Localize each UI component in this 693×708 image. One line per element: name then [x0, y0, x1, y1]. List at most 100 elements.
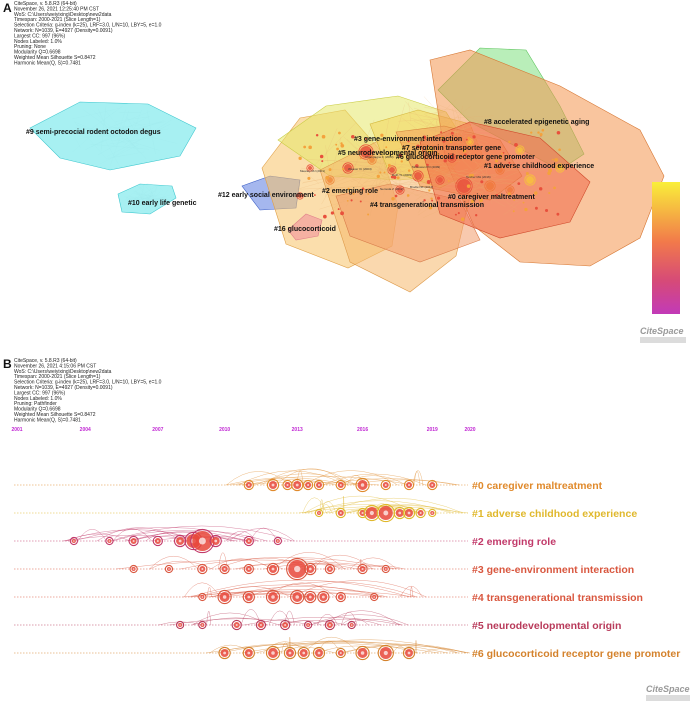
network-node — [298, 156, 302, 160]
network-node — [437, 177, 443, 183]
network-link — [74, 127, 119, 131]
network-link — [442, 148, 493, 170]
network-node-ring — [306, 164, 314, 172]
network-link — [475, 169, 543, 171]
timeline-node-ring — [197, 563, 208, 575]
network-node — [521, 155, 524, 157]
timeline-node-ring — [428, 508, 437, 518]
panel-a: A CiteSpace, v. 5.8.R3 (64-bit)November … — [3, 1, 686, 343]
network-node — [508, 161, 511, 164]
network-node — [436, 152, 440, 156]
network-node — [525, 171, 529, 175]
network-node — [537, 131, 540, 134]
network-link — [97, 108, 115, 146]
network-node — [447, 180, 450, 182]
network-link — [123, 128, 169, 136]
timeline-node-ring — [403, 479, 415, 491]
network-link — [72, 135, 92, 153]
network-link — [410, 117, 439, 128]
network-node — [553, 186, 556, 190]
network-node — [344, 164, 352, 172]
year-tick-label: 2007 — [152, 427, 163, 433]
timeline-node-ring — [218, 646, 231, 660]
network-node — [397, 187, 403, 193]
timeline-node-core — [350, 624, 353, 626]
timeline-arc — [96, 527, 182, 542]
panel-a-header-line: Modularity Q=0.6698 — [14, 50, 61, 56]
node-label: Meaney MJ (2001) — [300, 169, 325, 173]
network-node — [530, 131, 533, 134]
network-link — [489, 178, 520, 181]
timeline-arc — [310, 614, 409, 626]
node-label: McGowan PO (2009) — [412, 165, 440, 169]
network-link — [452, 103, 465, 132]
network-link — [89, 143, 149, 150]
timeline-arc — [239, 564, 284, 570]
node-label: Nemoda Z (2012) — [380, 187, 404, 191]
timeline-node-ring — [370, 592, 379, 602]
network-link — [384, 167, 387, 173]
cluster-label-16: #16 glucocorticoid — [274, 226, 336, 233]
timeline-node-core — [339, 483, 342, 487]
network-node — [442, 139, 446, 143]
timeline-node-ring — [279, 619, 291, 631]
timeline-node-core — [361, 567, 364, 571]
network-node — [390, 175, 394, 179]
network-node — [426, 180, 431, 184]
network-link — [413, 107, 477, 129]
network-link — [423, 130, 449, 147]
network-link — [144, 190, 153, 211]
network-link — [468, 154, 490, 158]
network-link — [127, 117, 138, 136]
network-link — [437, 119, 448, 127]
network-link — [413, 121, 450, 138]
panel-a-header-line: Weighted Mean Silhouette S=0.8472 — [14, 55, 96, 61]
timeline-node-core — [361, 511, 364, 515]
timeline-arc — [194, 584, 383, 598]
timeline-cluster-label: #3 gene-environment interaction — [472, 564, 634, 576]
network-link — [138, 192, 145, 206]
network-link — [327, 194, 394, 207]
network-node — [308, 166, 312, 170]
network-link — [120, 133, 128, 135]
timeline-node-ring — [173, 534, 187, 548]
network-link — [119, 121, 166, 133]
network-node-ring — [555, 163, 565, 173]
timeline-node-ring — [335, 591, 346, 603]
network-node — [457, 179, 471, 193]
logo-shadow-a — [640, 337, 686, 343]
network-node — [336, 147, 339, 151]
network-link — [458, 105, 463, 132]
network-link — [425, 99, 457, 128]
timeline-arc — [246, 479, 336, 486]
network-link — [108, 137, 155, 145]
network-link — [94, 111, 150, 134]
timeline-node-core — [73, 540, 75, 542]
timeline-arc — [243, 617, 402, 626]
timeline-cluster-label: #5 neurodevelopmental origin — [472, 620, 621, 632]
network-link — [354, 170, 422, 179]
network-link — [107, 151, 145, 159]
network-link — [144, 200, 160, 210]
timeline-arc — [228, 528, 295, 542]
cluster-label-6: #6 glucocorticoid receptor gene promoter — [396, 154, 535, 161]
network-link — [309, 122, 357, 171]
network-link — [148, 194, 152, 197]
network-link — [145, 198, 170, 204]
network-node — [539, 132, 543, 137]
network-link — [470, 136, 497, 158]
network-link — [471, 168, 525, 192]
timeline-node-core — [178, 539, 182, 543]
network-link — [436, 107, 441, 129]
timeline-node-core — [295, 595, 299, 599]
network-node — [495, 193, 498, 197]
timeline-node-ring — [377, 644, 394, 662]
timeline-node-ring — [175, 620, 185, 630]
timeline-node-core — [271, 483, 275, 487]
cluster-label-5: #5 neurodevelopmental origin — [338, 150, 438, 157]
network-link — [121, 129, 178, 144]
timeline-arc — [260, 468, 357, 486]
network-node — [428, 189, 431, 192]
network-link — [424, 107, 460, 111]
timeline-cluster-label: #1 adverse childhood experience — [472, 508, 637, 520]
